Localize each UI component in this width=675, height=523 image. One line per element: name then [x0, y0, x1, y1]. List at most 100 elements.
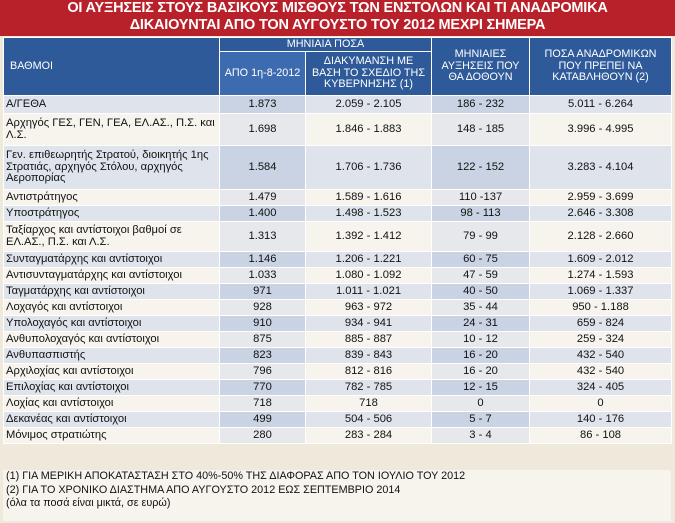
- base-salary-cell: 1.146: [219, 251, 306, 268]
- footnote-3: (όλα τα ποσά είναι μικτά, σε ευρώ): [6, 497, 171, 509]
- adjusted-range-cell: 718: [305, 395, 432, 412]
- increase-cell: 47 - 59: [431, 267, 530, 284]
- retroactive-cell: 2.646 - 3.308: [529, 205, 672, 222]
- increase-cell: 5 - 7: [431, 411, 530, 428]
- base-salary-cell: 1.584: [219, 145, 306, 190]
- base-salary-cell: 1.698: [219, 113, 306, 146]
- increase-cell: 60 - 75: [431, 251, 530, 268]
- base-salary-cell: 499: [219, 411, 306, 428]
- base-salary-cell: 910: [219, 315, 306, 332]
- adjusted-range-cell: 934 - 941: [305, 315, 432, 332]
- salary-table: ΒΑΘΜΟΙ ΜΗΝΙΑΙΑ ΠΟΣΑ ΜΗΝΙΑΙΕΣ ΑΥΞΗΣΕΙΣ ΠΟ…: [3, 37, 672, 444]
- retroactive-cell: 659 - 824: [529, 315, 672, 332]
- increase-cell: 16 - 20: [431, 363, 530, 380]
- adjusted-range-cell: 963 - 972: [305, 299, 432, 316]
- rank-cell: Ανθυπολοχαγός και αντίστοιχοι: [3, 331, 220, 348]
- rank-cell: Λοχίας και αντίστοιχοι: [3, 395, 220, 412]
- base-salary-cell: 1.313: [219, 221, 306, 252]
- rank-cell: Μόνιμος στρατιώτης: [3, 427, 220, 444]
- table-row: Επιλοχίας και αντίστοιχοι 770 782 - 785 12 …: [3, 379, 672, 396]
- retroactive-cell: 3.996 - 4.995: [529, 113, 672, 146]
- rank-cell: Ανθυπασπιστής: [3, 347, 220, 364]
- increase-cell: 122 - 152: [431, 145, 530, 190]
- table-row: Ανθυπασπιστής 823 839 - 843 16 - 20 432 - 54…: [3, 347, 672, 364]
- rank-cell: Αρχηγός ΓΕΣ, ΓΕΝ, ΓΕΑ, ΕΛ.ΑΣ., Π.Σ. και …: [3, 113, 220, 146]
- base-salary-cell: 796: [219, 363, 306, 380]
- table-row: Λοχίας και αντίστοιχοι 718 718 0 0: [3, 395, 672, 412]
- base-salary-cell: 718: [219, 395, 306, 412]
- rank-cell: Υποστράτηγος: [3, 205, 220, 222]
- adjusted-range-cell: 782 - 785: [305, 379, 432, 396]
- table-row: Ταγματάρχης και αντίστοιχοι 971 1.011 - 1.…: [3, 283, 672, 300]
- base-salary-cell: 1.479: [219, 189, 306, 206]
- adjusted-range-cell: 1.706 - 1.736: [305, 145, 432, 190]
- adjusted-range-cell: 839 - 843: [305, 347, 432, 364]
- base-salary-cell: 875: [219, 331, 306, 348]
- rank-cell: Ταγματάρχης και αντίστοιχοι: [3, 283, 220, 300]
- adjusted-range-cell: 1.206 - 1.221: [305, 251, 432, 268]
- rank-cell: Αρχιλοχίας και αντίστοιχοι: [3, 363, 220, 380]
- base-salary-cell: 971: [219, 283, 306, 300]
- retroactive-cell: 3.283 - 4.104: [529, 145, 672, 190]
- retroactive-cell: 86 - 108: [529, 427, 672, 444]
- retroactive-cell: 0: [529, 395, 672, 412]
- rank-cell: Επιλοχίας και αντίστοιχοι: [3, 379, 220, 396]
- table-row: Λοχαγός και αντίστοιχοι 928 963 - 972 35 - …: [3, 299, 672, 316]
- header-monthly: ΜΗΝΙΑΙΑ ΠΟΣΑ: [219, 37, 432, 52]
- increase-cell: 148 - 185: [431, 113, 530, 146]
- header-adjustment: ΔΙΑΚΥΜΑΝΣΗ ΜΕ ΒΑΣΗ ΤΟ ΣΧΕΔΙΟ ΤΗΣ ΚΥΒΕΡΝΗ…: [305, 51, 432, 96]
- header-retroactive: ΠΟΣΑ ΑΝΑΔΡΟΜΙΚΩΝ ΠΟΥ ΠΡΕΠΕΙ ΝΑ ΚΑΤΑΒΛΗΘΟ…: [529, 37, 672, 96]
- retroactive-cell: 140 - 176: [529, 411, 672, 428]
- adjusted-range-cell: 1.498 - 1.523: [305, 205, 432, 222]
- title-line-1: ΟΙ ΑΥΞΗΣΕΙΣ ΣΤΟΥΣ ΒΑΣΙΚΟΥΣ ΜΙΣΘΟΥΣ ΤΩΝ Ε…: [67, 0, 608, 16]
- base-salary-cell: 1.033: [219, 267, 306, 284]
- table-row: Αντισυνταγματάρχης και αντίστοιχοι 1.033 1…: [3, 267, 672, 284]
- table-row: Συνταγματάρχης και αντίστοιχοι 1.146 1.206…: [3, 251, 672, 268]
- adjusted-range-cell: 283 - 284: [305, 427, 432, 444]
- adjusted-range-cell: 1.846 - 1.883: [305, 113, 432, 146]
- rank-cell: Αντιστράτηγος: [3, 189, 220, 206]
- increase-cell: 79 - 99: [431, 221, 530, 252]
- table-row: Αντιστράτηγος 1.479 1.589 - 1.616 110 -137 2…: [3, 189, 672, 206]
- base-salary-cell: 280: [219, 427, 306, 444]
- rank-cell: Δεκανέας και αντίστοιχοι: [3, 411, 220, 428]
- adjusted-range-cell: 1.080 - 1.092: [305, 267, 432, 284]
- table-row: Υποστράτηγος 1.400 1.498 - 1.523 98 - 113 2.…: [3, 205, 672, 222]
- base-salary-cell: 1.873: [219, 95, 306, 114]
- increase-cell: 40 - 50: [431, 283, 530, 300]
- retroactive-cell: 432 - 540: [529, 347, 672, 364]
- rank-cell: Α/ΓΕΘΑ: [3, 95, 220, 114]
- retroactive-cell: 5.011 - 6.264: [529, 95, 672, 114]
- table-row: Δεκανέας και αντίστοιχοι 499 504 - 506 5 - …: [3, 411, 672, 428]
- retroactive-cell: 324 - 405: [529, 379, 672, 396]
- header-from-date: ΑΠΟ 1η-8-2012: [219, 51, 306, 96]
- base-salary-cell: 928: [219, 299, 306, 316]
- table-body: Α/ΓΕΘΑ 1.873 2.059 - 2.105 186 - 232 5.011 -…: [3, 95, 672, 444]
- adjusted-range-cell: 1.589 - 1.616: [305, 189, 432, 206]
- increase-cell: 0: [431, 395, 530, 412]
- increase-cell: 10 - 12: [431, 331, 530, 348]
- table-row: Ταξίαρχος και αντίστοιχοι βαθμοί σε ΕΛ.Α…: [3, 221, 672, 252]
- increase-cell: 35 - 44: [431, 299, 530, 316]
- adjusted-range-cell: 2.059 - 2.105: [305, 95, 432, 114]
- base-salary-cell: 770: [219, 379, 306, 396]
- retroactive-cell: 1.274 - 1.593: [529, 267, 672, 284]
- rank-cell: Υπολοχαγός και αντίστοιχοι: [3, 315, 220, 332]
- table-row: Γεν. επιθεωρητής Στρατού, διοικητής 1ης …: [3, 145, 672, 190]
- rank-cell: Γεν. επιθεωρητής Στρατού, διοικητής 1ης …: [3, 145, 220, 190]
- increase-cell: 98 - 113: [431, 205, 530, 222]
- rank-cell: Συνταγματάρχης και αντίστοιχοι: [3, 251, 220, 268]
- title-line-2: ΔΙΚΑΙΟΥΝΤΑΙ ΑΠΟ ΤΟΝ ΑΥΓΟΥΣΤΟ ΤΟΥ 2012 ΜΕ…: [129, 17, 546, 33]
- increase-cell: 16 - 20: [431, 347, 530, 364]
- increase-cell: 12 - 15: [431, 379, 530, 396]
- base-salary-cell: 823: [219, 347, 306, 364]
- retroactive-cell: 1.069 - 1.337: [529, 283, 672, 300]
- adjusted-range-cell: 812 - 816: [305, 363, 432, 380]
- increase-cell: 186 - 232: [431, 95, 530, 114]
- header-increases: ΜΗΝΙΑΙΕΣ ΑΥΞΗΣΕΙΣ ΠΟΥ ΘΑ ΔΟΘΟΥΝ: [431, 37, 530, 96]
- retroactive-cell: 950 - 1.188: [529, 299, 672, 316]
- rank-cell: Λοχαγός και αντίστοιχοι: [3, 299, 220, 316]
- rank-cell: Ταξίαρχος και αντίστοιχοι βαθμοί σε ΕΛ.Α…: [3, 221, 220, 252]
- retroactive-cell: 432 - 540: [529, 363, 672, 380]
